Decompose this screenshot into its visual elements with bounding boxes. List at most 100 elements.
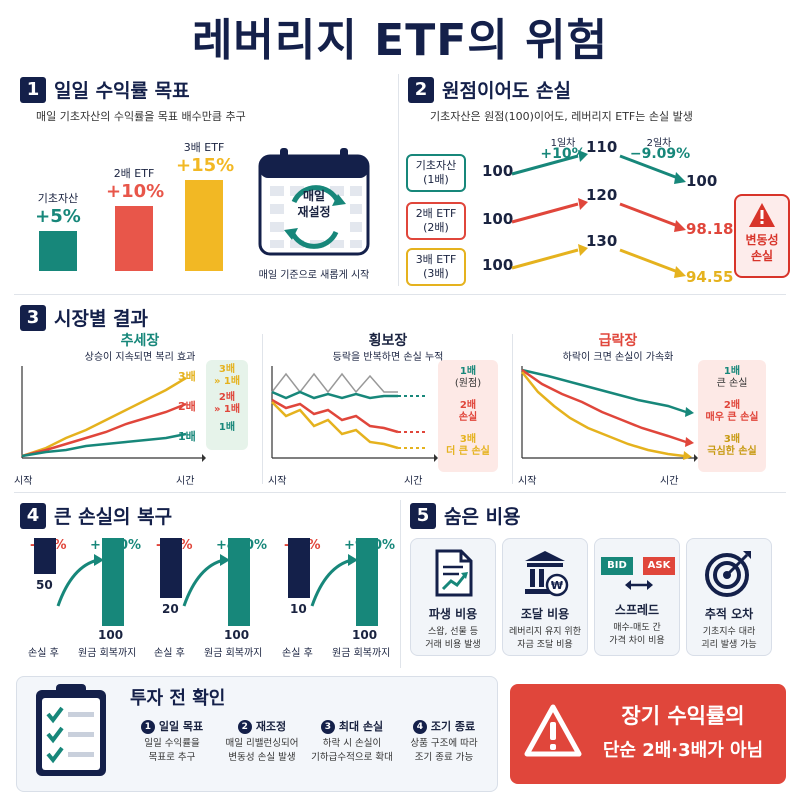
section-title: 큰 손실의 복구 — [54, 506, 173, 528]
divider — [400, 500, 401, 668]
crash-x-end: 시간 — [660, 476, 679, 487]
item-number: 1 — [140, 720, 155, 734]
bar-value: +5% — [35, 206, 81, 227]
cost-card-derivative: 파생 비용 스왑, 선물 등 거래 비용 발생 — [410, 538, 496, 656]
recovery-arrow — [56, 554, 104, 607]
high-value: 100 — [224, 628, 250, 642]
divider — [512, 334, 513, 484]
return-bar-group: 2배 ETF +10% — [106, 165, 165, 271]
recover-label: 원금 회복까지 — [332, 648, 391, 659]
trend-x-end: 시간 — [176, 476, 195, 487]
checklist-title: 투자 전 확인 — [130, 688, 226, 709]
sideways-subtitle: 등락을 반복하면 손실 누적 — [332, 352, 444, 363]
trend-label-1x: 1배 — [178, 430, 196, 443]
bar-label: 기초자산 — [37, 192, 79, 205]
recover-bar — [356, 538, 378, 626]
item-number: 4 — [412, 720, 427, 734]
bar-label: 2배 ETF — [113, 167, 155, 180]
warning-icon — [749, 203, 775, 227]
checklist-item: 4 조기 종료 상품 구조에 따라 조기 종료 가능 — [410, 720, 478, 763]
trend-line-2x — [21, 402, 187, 458]
calendar-icon — [256, 146, 372, 258]
section-number: 5 — [410, 502, 436, 529]
cost-card-spread: BID ASK 스프레드 매수-매도 간 가격 차이 비용 — [594, 538, 680, 656]
item-number: 3 — [320, 720, 335, 734]
sideways-title: 횡보장 — [368, 333, 408, 349]
day2-label: 2일차 — [646, 138, 672, 149]
bar-value: +10% — [106, 181, 165, 202]
trend-label-2x: 2배 — [178, 400, 196, 413]
trend-line-1x — [21, 432, 187, 458]
bar — [39, 231, 77, 271]
sideways-x-start: 시작 — [268, 476, 287, 487]
section-number: 4 — [20, 502, 46, 529]
row-label-chip: 2배 ETF (2배) — [406, 202, 466, 240]
section-title: 원점이어도 손실 — [442, 80, 571, 102]
bar-value: +15% — [176, 155, 235, 176]
row-arrows — [511, 198, 686, 232]
start-value: 100 — [482, 256, 514, 274]
recovery-arrow — [310, 554, 358, 607]
item-title: 일일 목표 — [158, 720, 204, 733]
calendar-label: 매일 재설정 — [297, 189, 331, 219]
start-value: 100 — [482, 210, 514, 228]
section-subtitle: 기초자산은 원점(100)이어도, 레버리지 ETF는 손실 발생 — [430, 110, 693, 123]
checklist-item: 2 재조정 매일 리밸런싱되어 변동성 손실 발생 — [225, 720, 299, 763]
clipboard-icon — [36, 684, 106, 776]
target-icon — [705, 551, 751, 597]
section-2-header: 2 원점이어도 손실 — [408, 76, 571, 103]
row-label-chip: 3배 ETF (3배) — [406, 248, 466, 286]
trend-line-3x — [21, 376, 187, 458]
section-1-header: 1 일일 수익률 목표 — [20, 76, 190, 103]
banner-line-2: 단순 2배·3배가 아님 — [602, 740, 764, 761]
section-3-header: 3 시장별 결과 — [20, 304, 148, 331]
loss-bar — [34, 538, 56, 574]
calendar-caption: 매일 기준으로 새롭게 시작 — [258, 270, 370, 281]
divider — [398, 74, 399, 286]
trend-x-start: 시작 — [14, 476, 33, 487]
after-label: 손실 후 — [154, 648, 185, 659]
document-chart-icon — [435, 549, 473, 597]
section-title: 시장별 결과 — [54, 308, 149, 330]
section-number: 2 — [408, 76, 434, 103]
banner-line-1: 장기 수익률의 — [621, 704, 745, 728]
return-bar-group: 기초자산 +5% — [30, 190, 86, 271]
mid-value: 110 — [586, 138, 618, 156]
recover-bar — [102, 538, 124, 626]
cost-card-funding: ₩ 조달 비용 레버리지 유지 위한 자금 조달 비용 — [502, 538, 588, 656]
item-title: 최대 손실 — [338, 720, 384, 733]
end-value: 94.55 — [686, 268, 734, 286]
recover-bar — [228, 538, 250, 626]
volatility-loss-warning: 변동성 손실 — [734, 194, 790, 278]
divider — [14, 492, 786, 493]
loss-bar — [288, 538, 310, 598]
section-5-header: 5 숨은 비용 — [410, 502, 521, 529]
after-label: 손실 후 — [282, 648, 313, 659]
bar — [185, 180, 223, 271]
section-4-header: 4 큰 손실의 복구 — [20, 502, 172, 529]
sideways-chart — [271, 366, 438, 462]
high-value: 100 — [352, 628, 378, 642]
recover-label: 원금 회복까지 — [78, 648, 137, 659]
recover-label: 원금 회복까지 — [204, 648, 263, 659]
after-label: 손실 후 — [28, 648, 59, 659]
recovery-arrow — [182, 554, 230, 607]
divider — [14, 294, 786, 295]
mid-value: 120 — [586, 186, 618, 204]
double-arrow-icon — [625, 580, 653, 590]
high-value: 100 — [98, 628, 124, 642]
sideways-legend: 1배 (원점) 2배 손실 3배 더 큰 손실 — [438, 360, 498, 472]
item-title: 재조정 — [255, 720, 287, 733]
bar — [115, 206, 153, 271]
trend-chart — [21, 366, 206, 462]
trend-label-3x: 3배 — [178, 370, 196, 383]
sideways-x-end: 시간 — [404, 476, 423, 487]
section-number: 1 — [20, 76, 46, 103]
low-value: 20 — [162, 602, 179, 616]
mid-value: 130 — [586, 232, 618, 250]
ask-label: ASK — [643, 557, 675, 575]
trend-title: 추세장 — [120, 333, 160, 349]
low-value: 10 — [290, 602, 307, 616]
crash-x-start: 시작 — [518, 476, 537, 487]
row-arrows — [511, 244, 686, 278]
